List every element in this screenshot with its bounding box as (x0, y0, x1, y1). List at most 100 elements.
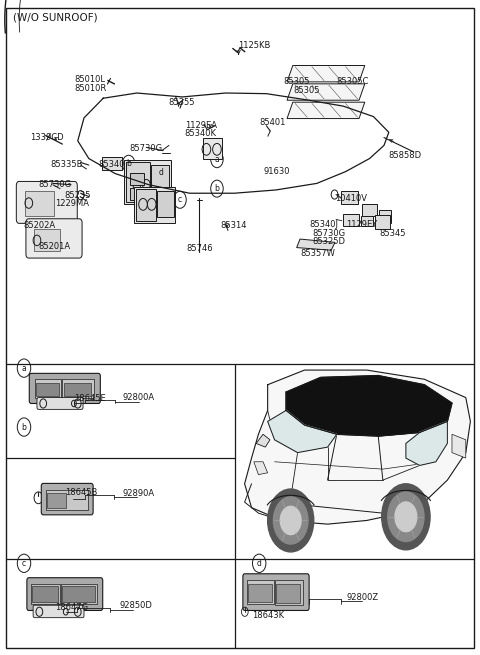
Polygon shape (245, 370, 470, 524)
FancyBboxPatch shape (243, 574, 309, 610)
Bar (343, 214, 359, 226)
Text: 18647G: 18647G (55, 603, 88, 612)
Text: 1129EA: 1129EA (185, 121, 217, 130)
Bar (151, 165, 169, 198)
Text: 1339CD: 1339CD (30, 133, 63, 142)
Text: 85340K: 85340K (185, 129, 217, 138)
Circle shape (382, 484, 430, 550)
Circle shape (280, 506, 301, 534)
Bar (25, 191, 54, 216)
Polygon shape (287, 84, 365, 100)
Text: 85305C: 85305C (336, 77, 368, 86)
Text: 85305: 85305 (283, 77, 310, 86)
Bar (31, 584, 60, 604)
Bar (134, 187, 175, 223)
Text: (W/O SUNROOF): (W/O SUNROOF) (13, 12, 98, 22)
Text: a: a (215, 155, 219, 164)
Bar (248, 584, 272, 602)
Circle shape (274, 497, 308, 544)
FancyBboxPatch shape (33, 605, 84, 618)
Text: 85345: 85345 (379, 229, 406, 238)
Text: b: b (215, 184, 219, 193)
Text: 85340: 85340 (98, 160, 125, 169)
Text: 85746: 85746 (186, 244, 213, 253)
Text: 85235: 85235 (65, 191, 91, 200)
Text: 85355: 85355 (168, 98, 194, 107)
Text: 10410V: 10410V (335, 194, 367, 203)
Text: 1229MA: 1229MA (55, 199, 89, 208)
Text: c: c (22, 559, 26, 568)
Text: 18643K: 18643K (252, 611, 284, 620)
Text: 85357W: 85357W (300, 249, 335, 258)
Polygon shape (406, 421, 447, 466)
Bar (136, 189, 156, 221)
Text: 85325D: 85325D (312, 237, 345, 246)
Polygon shape (268, 411, 337, 453)
Bar (64, 383, 91, 396)
Text: 92850D: 92850D (119, 601, 152, 610)
Bar (62, 586, 95, 602)
Text: 85858D: 85858D (389, 151, 422, 160)
Text: c: c (178, 195, 182, 204)
Text: 85305: 85305 (294, 86, 320, 95)
Circle shape (388, 492, 424, 542)
Bar (276, 584, 300, 603)
Bar (102, 157, 122, 170)
Text: 85730G: 85730G (38, 180, 72, 189)
Text: 85401: 85401 (259, 118, 286, 127)
Circle shape (268, 489, 314, 552)
Text: 91630: 91630 (263, 167, 289, 176)
Polygon shape (287, 102, 365, 119)
Bar (46, 490, 88, 510)
Polygon shape (287, 66, 365, 82)
Text: d: d (158, 168, 163, 177)
Polygon shape (256, 434, 270, 447)
FancyBboxPatch shape (27, 578, 103, 610)
Text: 92800A: 92800A (123, 393, 155, 402)
Bar (247, 580, 274, 604)
Bar (361, 216, 373, 226)
Text: 85010L: 85010L (74, 75, 106, 84)
Bar (341, 191, 358, 204)
Text: a: a (22, 364, 26, 373)
Bar (379, 210, 391, 223)
FancyBboxPatch shape (26, 219, 82, 258)
Bar (275, 580, 303, 605)
Polygon shape (452, 434, 466, 458)
Text: 85201A: 85201A (38, 242, 71, 251)
Bar (157, 191, 174, 217)
Text: 85730G: 85730G (130, 144, 163, 153)
Text: b: b (126, 159, 131, 168)
FancyBboxPatch shape (41, 483, 93, 515)
FancyBboxPatch shape (29, 373, 100, 403)
Bar (36, 383, 59, 396)
Bar (130, 188, 144, 200)
Text: 1125KB: 1125KB (238, 41, 270, 50)
Text: 85010R: 85010R (74, 84, 107, 93)
Text: 92890A: 92890A (123, 489, 155, 498)
Bar (62, 379, 94, 398)
Text: 92800Z: 92800Z (347, 593, 379, 602)
Text: 85202A: 85202A (23, 221, 55, 230)
Text: 85335B: 85335B (50, 160, 83, 169)
Bar (362, 204, 377, 216)
Bar (34, 229, 60, 251)
Polygon shape (297, 239, 335, 250)
Bar (130, 173, 144, 185)
Circle shape (395, 502, 417, 532)
Bar (35, 379, 61, 398)
Text: 18645B: 18645B (65, 488, 97, 497)
FancyBboxPatch shape (37, 398, 83, 409)
Bar (32, 586, 58, 602)
Text: 1129EY: 1129EY (346, 220, 377, 229)
Polygon shape (254, 462, 268, 475)
Text: 85730G: 85730G (312, 229, 345, 238)
Bar (124, 160, 171, 204)
Text: b: b (22, 422, 26, 432)
Bar (47, 493, 66, 508)
Text: 85340J: 85340J (309, 220, 338, 229)
Bar (61, 584, 97, 604)
Text: 85314: 85314 (221, 221, 247, 231)
Bar (203, 138, 222, 159)
Polygon shape (286, 375, 452, 436)
